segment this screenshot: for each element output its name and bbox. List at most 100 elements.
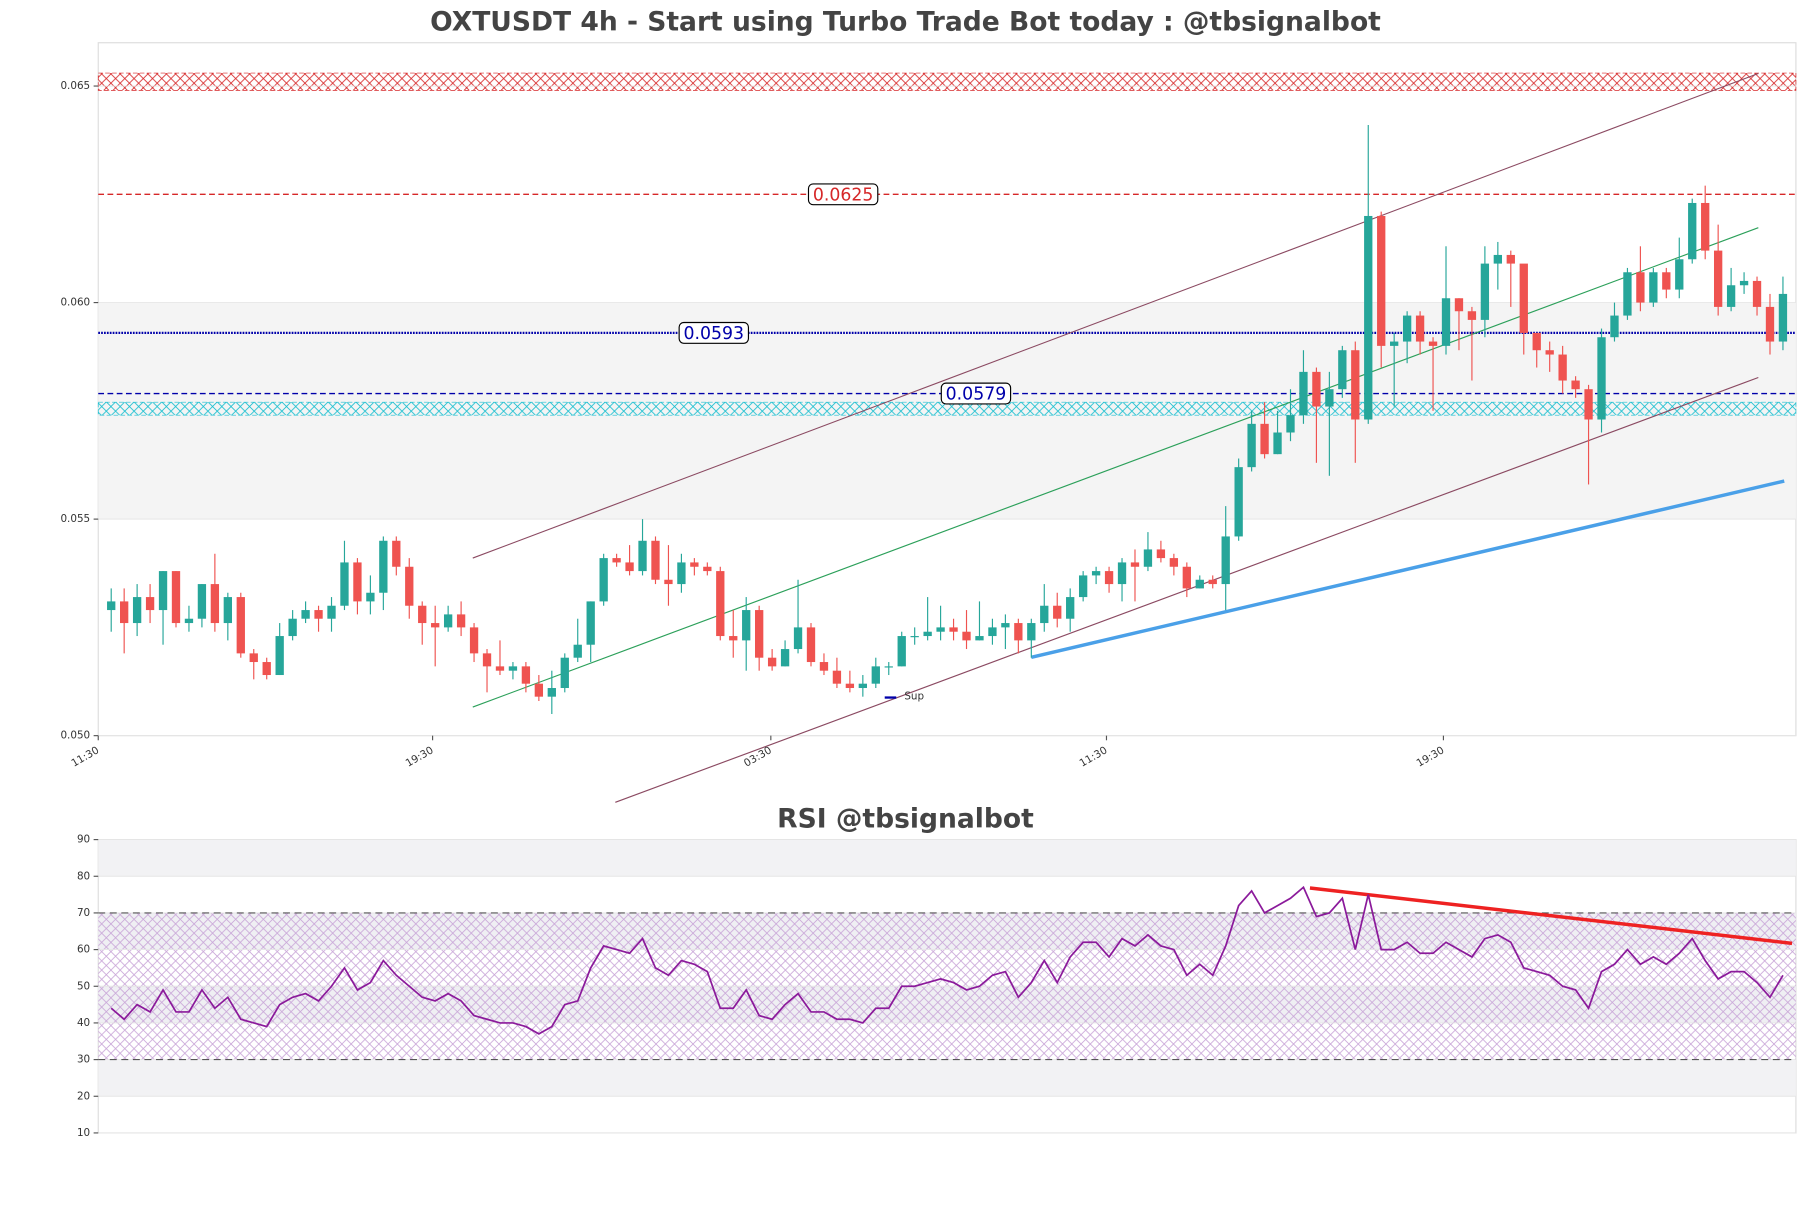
candle-body: [1726, 285, 1736, 307]
candle-body: [340, 562, 349, 606]
y-tick-label: 30: [77, 1054, 90, 1066]
candle-body: [1312, 371, 1321, 407]
candle-body: [1623, 272, 1632, 316]
level-label: 0.0625: [813, 185, 874, 205]
candle-body: [780, 649, 790, 667]
candle-body: [1675, 259, 1684, 290]
candle-body: [1778, 293, 1788, 342]
candle-body: [418, 605, 427, 624]
y-tick-label: 10: [77, 1127, 90, 1139]
candle-body: [612, 558, 621, 563]
candle-body: [197, 584, 207, 619]
candle-body: [1428, 341, 1438, 346]
candle-body: [1014, 623, 1023, 641]
candle-body: [288, 618, 297, 637]
candle-body: [443, 614, 453, 628]
candle-body: [1091, 571, 1101, 576]
candle-body: [1584, 389, 1593, 420]
candle-body: [586, 601, 595, 645]
candle-body: [625, 562, 634, 572]
candle-body: [755, 610, 764, 658]
candle-body: [1169, 558, 1179, 567]
level-label: 0.0593: [684, 324, 745, 344]
candle-body: [327, 605, 336, 619]
candle-body: [1765, 306, 1775, 342]
candle-body: [975, 636, 984, 641]
candle-body: [1752, 280, 1762, 307]
candle-body: [716, 571, 725, 637]
candle-body: [1597, 337, 1606, 420]
candle-body: [1454, 298, 1464, 312]
candle-body: [1130, 562, 1140, 567]
candle-body: [962, 631, 971, 641]
candle-body: [1156, 549, 1166, 559]
candle-body: [1040, 605, 1049, 624]
candle-body: [793, 627, 803, 650]
candle-body: [988, 627, 997, 637]
y-tick-label: 0.055: [60, 513, 90, 525]
candle-body: [262, 662, 271, 676]
candle-body: [366, 592, 375, 602]
band: [98, 1059, 1796, 1097]
candle-body: [469, 627, 479, 654]
y-tick-label: 0.065: [60, 80, 90, 92]
candle-body: [236, 597, 245, 654]
y-tick-label: 0.060: [60, 297, 90, 309]
candle-body: [392, 540, 401, 567]
candle-body: [495, 666, 505, 671]
candle-body: [534, 683, 544, 697]
y-tick-label: 70: [77, 907, 90, 919]
candle-body: [145, 597, 155, 611]
candle-body: [845, 683, 855, 689]
y-tick-label: 20: [77, 1090, 90, 1102]
candle-body: [456, 614, 466, 628]
candle-body: [1078, 575, 1088, 598]
candle-body: [1506, 254, 1515, 264]
y-tick-label: 90: [77, 834, 90, 846]
candle-body: [482, 653, 492, 667]
y-tick-label: 80: [77, 870, 90, 882]
candle-body: [832, 670, 842, 684]
x-tick-label: 11:30: [69, 744, 101, 769]
candle-body: [729, 636, 738, 641]
candle-body: [120, 601, 129, 624]
candle-body: [1104, 571, 1114, 585]
candle-body: [767, 657, 777, 667]
candle-body: [1027, 623, 1036, 641]
candle-body: [1260, 423, 1269, 455]
candle-body: [1390, 341, 1399, 346]
candle-body: [249, 653, 258, 663]
candle-body: [1649, 272, 1658, 303]
candle-body: [275, 636, 284, 676]
candle-body: [405, 566, 414, 606]
candle-body: [1480, 263, 1490, 320]
candle-body: [301, 610, 310, 619]
candle-body: [806, 627, 816, 663]
candle-body: [910, 636, 919, 638]
candle-body: [1610, 315, 1619, 338]
level-label: 0.0579: [946, 385, 1007, 405]
candle-body: [210, 584, 220, 624]
y-tick-label: 0.050: [60, 730, 90, 742]
candle-body: [508, 666, 518, 671]
candle-body: [599, 558, 608, 602]
candle-body: [1066, 597, 1075, 619]
candle-body: [1467, 311, 1477, 320]
candle-body: [1558, 354, 1567, 381]
candle-body: [1377, 215, 1386, 346]
rsi-line: [110, 885, 1784, 1035]
candle-body: [1273, 432, 1282, 455]
x-tick-label: 19:30: [404, 744, 436, 769]
candle-body: [1493, 254, 1503, 264]
x-tick-label: 11:30: [1078, 744, 1110, 769]
candle-body: [638, 540, 647, 572]
rsi-title: RSI @tbsignalbot: [777, 803, 1034, 834]
candle-body: [703, 566, 712, 572]
candle-body: [1325, 389, 1334, 407]
candle-body: [1519, 263, 1528, 333]
candle-body: [1221, 536, 1230, 585]
candle-body: [923, 631, 932, 637]
candle-body: [1545, 350, 1554, 355]
